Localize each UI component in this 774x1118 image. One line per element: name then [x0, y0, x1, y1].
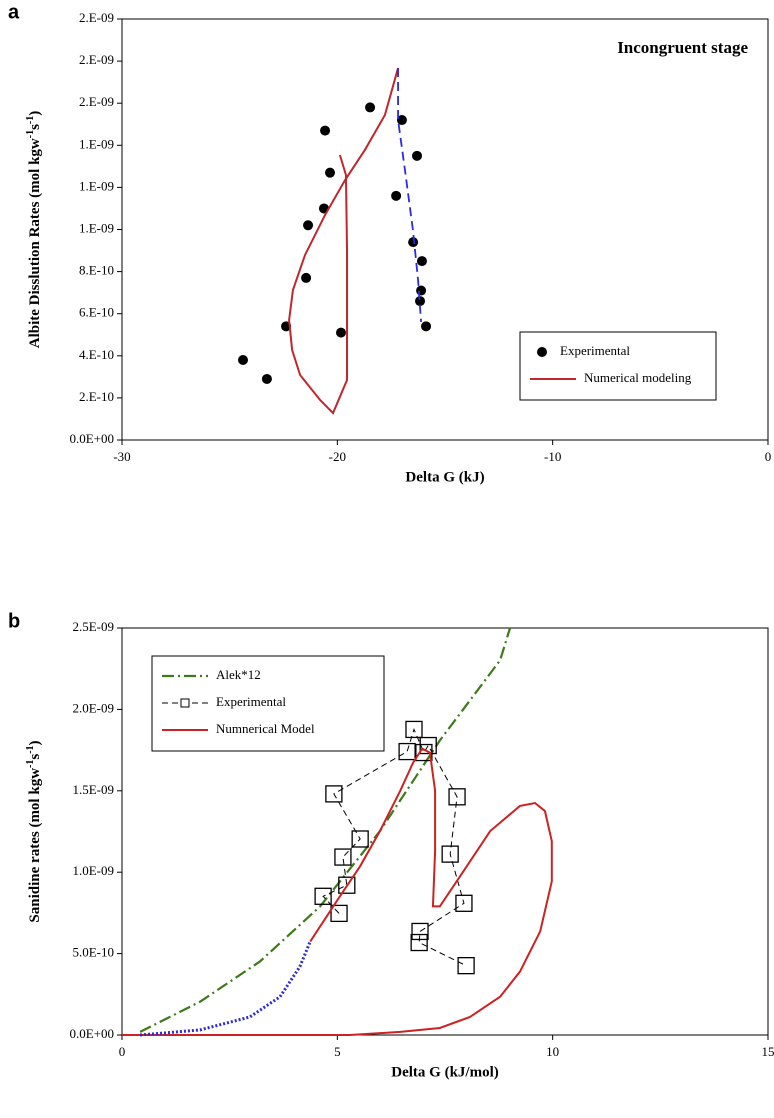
- x-tick-label: 0: [765, 449, 772, 464]
- data-point: [408, 237, 419, 248]
- data-point: [457, 956, 475, 975]
- data-point: [301, 272, 312, 283]
- y-axis-label-part: ): [27, 740, 43, 745]
- data-point: [261, 373, 272, 384]
- data-point: [335, 327, 346, 338]
- y-tick-label: 6.E-10: [79, 305, 114, 320]
- series-line: [288, 67, 400, 415]
- x-tick-label: 0: [119, 1044, 126, 1059]
- y-axis-label-part: ): [27, 111, 43, 116]
- y-axis-label-part: -1: [25, 116, 36, 124]
- x-axis-label: Delta G (kJ/mol): [391, 1064, 498, 1080]
- data-point: [396, 115, 407, 126]
- y-tick-label: 2.E-09: [79, 52, 114, 67]
- y-axis-label: Albite Disslution Rates (mol kgw-1s-1): [25, 111, 43, 349]
- y-axis-label-part: s: [27, 124, 43, 130]
- data-point: [416, 285, 427, 296]
- y-tick-label: 2.E-09: [79, 94, 114, 109]
- legend-label: Numerical modeling: [584, 370, 692, 385]
- legend-swatch: [537, 347, 547, 357]
- legend-label: Alek*12: [216, 667, 261, 682]
- legend-swatch: [180, 698, 190, 708]
- series-line: [322, 727, 467, 967]
- series-line: [139, 627, 512, 1033]
- data-point: [238, 355, 249, 366]
- data-point: [365, 102, 376, 113]
- legend-box: [519, 331, 717, 401]
- data-point: [405, 720, 423, 739]
- x-tick-label: -20: [329, 449, 346, 464]
- legend-label: Experimental: [216, 694, 286, 709]
- y-tick-label: 5.0E-10: [72, 945, 114, 960]
- data-point: [448, 788, 466, 806]
- data-point: [351, 830, 369, 848]
- x-tick-label: 15: [762, 1044, 774, 1059]
- y-tick-label: 2.5E-09: [72, 619, 114, 634]
- y-axis-label-part: Albite Disslution Rates (mol kgw: [27, 138, 43, 348]
- data-point: [455, 894, 473, 912]
- x-tick-label: 10: [546, 1044, 559, 1059]
- y-tick-label: 0.0E+00: [69, 431, 114, 446]
- data-point: [416, 256, 427, 267]
- data-point: [415, 743, 433, 762]
- plot-frame: [121, 627, 769, 1036]
- data-point: [338, 876, 356, 894]
- y-tick-label: 1.5E-09: [72, 782, 114, 797]
- data-point: [320, 125, 331, 136]
- y-axis-label-part: Sanidine rates (mol kgw: [27, 768, 43, 923]
- y-tick-label: 2.E-10: [79, 389, 114, 404]
- series-line: [139, 940, 312, 1037]
- x-axis-label: Delta G (kJ): [405, 469, 484, 485]
- y-axis-label: Sanidine rates (mol kgw-1s-1): [25, 740, 43, 922]
- data-point: [303, 220, 314, 231]
- y-tick-label: 1.0E-09: [72, 863, 114, 878]
- y-axis-label-part: -1: [25, 760, 36, 768]
- y-axis-label-part: -1: [25, 745, 36, 753]
- y-tick-label: 2.E-09: [79, 10, 114, 25]
- data-point: [398, 742, 416, 761]
- panel-label: b: [8, 610, 20, 632]
- y-axis-label-part: -1: [25, 130, 36, 138]
- y-tick-label: 8.E-10: [79, 263, 114, 278]
- data-point: [325, 785, 343, 803]
- data-point: [391, 190, 402, 201]
- y-tick-label: 0.0E+00: [69, 1026, 114, 1041]
- data-point: [419, 736, 437, 755]
- panel-label: a: [8, 1, 20, 23]
- data-point: [334, 848, 352, 866]
- data-point: [325, 167, 336, 178]
- data-point: [412, 150, 423, 161]
- legend-label: Experimental: [560, 343, 630, 358]
- y-tick-label: 1.E-09: [79, 220, 114, 235]
- x-tick-label: 5: [334, 1044, 341, 1059]
- annotation: Incongruent stage: [617, 38, 748, 57]
- series-line: [397, 68, 422, 322]
- y-tick-label: 2.0E-09: [72, 700, 114, 715]
- data-point: [330, 904, 348, 923]
- data-point: [411, 922, 429, 941]
- y-axis-label-part: s: [27, 754, 43, 760]
- y-tick-label: 4.E-10: [79, 347, 114, 362]
- data-point: [410, 933, 428, 952]
- data-point: [415, 296, 426, 307]
- y-tick-label: 1.E-09: [79, 136, 114, 151]
- data-point: [441, 845, 459, 863]
- x-tick-label: -10: [544, 449, 561, 464]
- y-tick-label: 1.E-09: [79, 178, 114, 193]
- x-tick-label: -30: [113, 449, 130, 464]
- data-point: [421, 321, 432, 332]
- series-line: [122, 747, 553, 1036]
- legend-box: [151, 655, 385, 752]
- data-point: [314, 887, 332, 905]
- legend-label: Numnerical Model: [216, 721, 315, 736]
